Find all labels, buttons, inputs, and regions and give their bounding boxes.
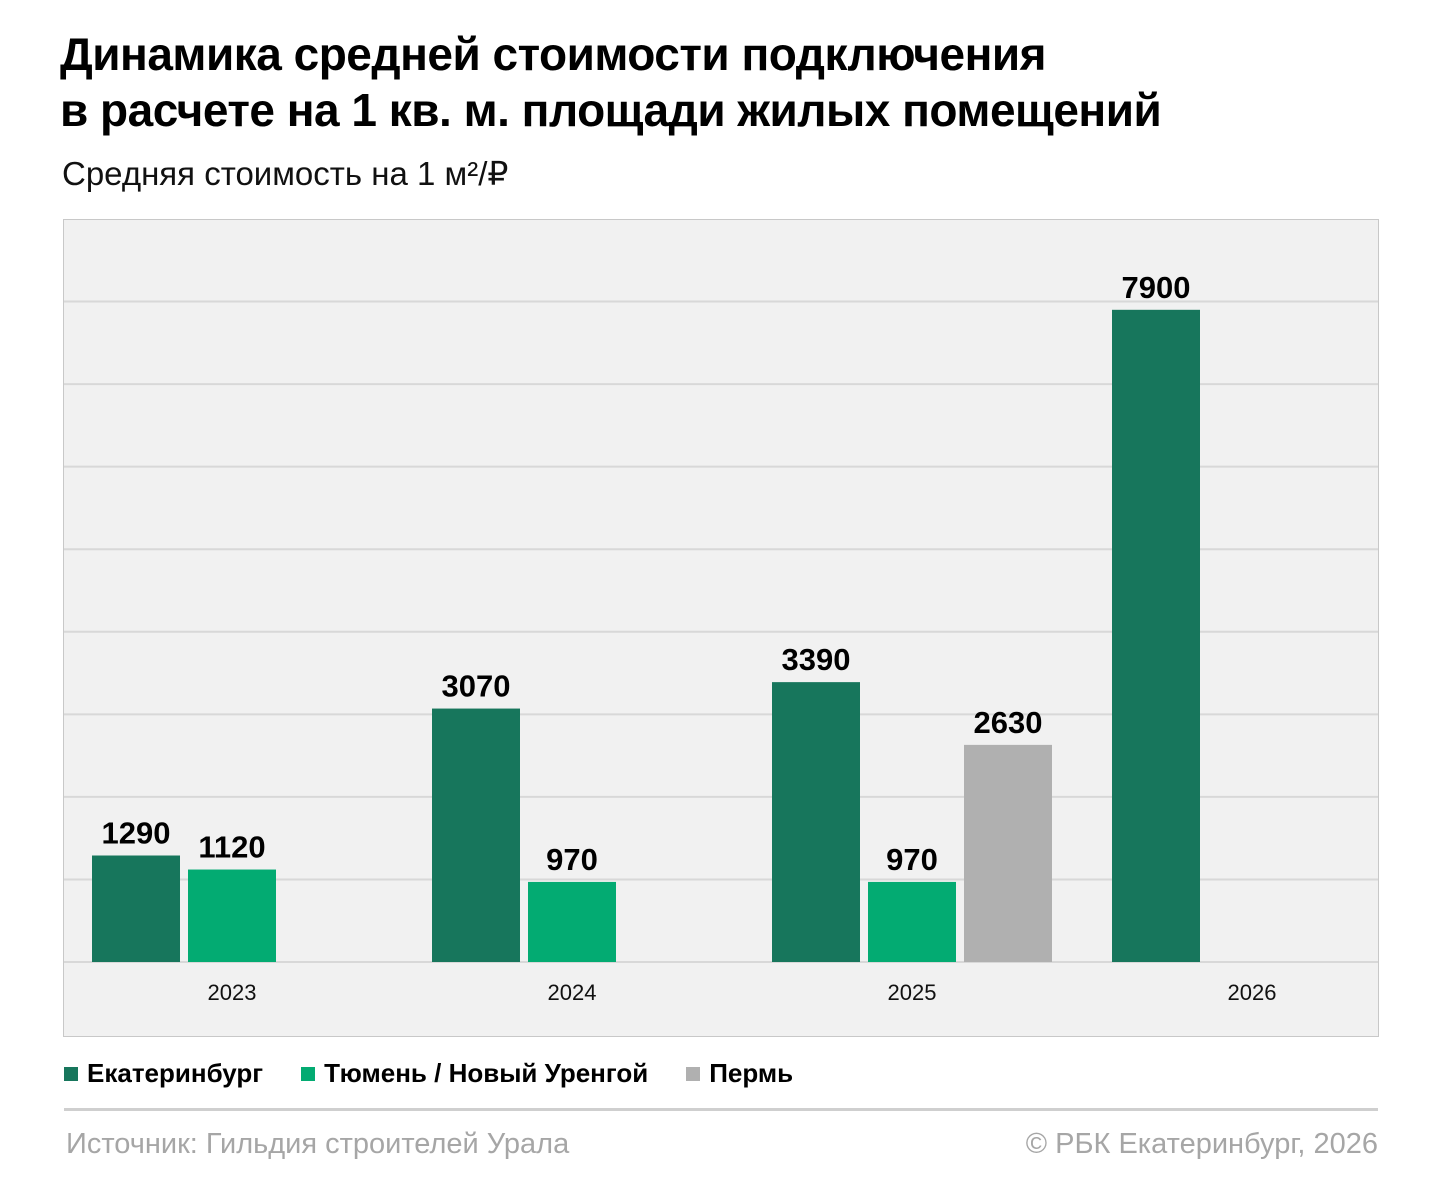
bar [528, 881, 616, 962]
x-tick-label: 2023 [208, 980, 257, 1005]
bar [868, 881, 956, 962]
chart-title: Динамика средней стоимости подключения в… [60, 26, 1400, 138]
data-label: 1290 [102, 816, 171, 851]
title-line-1: Динамика средней стоимости подключения [60, 28, 1046, 80]
data-label: 2630 [974, 705, 1043, 740]
bar [1112, 309, 1200, 962]
legend-item-tyumen: Тюмень / Новый Уренгой [301, 1058, 648, 1089]
bar [92, 855, 180, 962]
copyright-text: © РБК Екатеринбург, 2026 [1025, 1128, 1378, 1160]
legend-label: Тюмень / Новый Уренгой [324, 1058, 649, 1088]
bar [772, 682, 860, 962]
legend-swatch [301, 1066, 316, 1081]
legend-label: Екатеринбург [87, 1058, 264, 1088]
data-label: 3070 [442, 669, 511, 704]
data-label: 1120 [198, 830, 265, 865]
legend-swatch [686, 1066, 701, 1081]
legend-swatch [64, 1066, 78, 1081]
x-tick-label: 2024 [548, 980, 597, 1005]
legend-item-perm: Пермь [686, 1058, 793, 1089]
title-line-2: в расчете на 1 кв. м. площади жилых поме… [60, 84, 1162, 136]
data-label: 7900 [1122, 270, 1191, 305]
bar [432, 708, 520, 962]
x-tick-label: 2026 [1228, 980, 1277, 1005]
bar [964, 744, 1052, 962]
legend: Екатеринбург Тюмень / Новый Уренгой Перм… [64, 1058, 793, 1089]
bar [188, 869, 276, 962]
x-tick-label: 2025 [888, 980, 937, 1005]
data-label: 970 [886, 842, 938, 877]
source-text: Источник: Гильдия строителей Урала [66, 1128, 570, 1160]
legend-label: Пермь [709, 1058, 794, 1088]
chart-subtitle: Средняя стоимость на 1 м²/₽ [62, 155, 509, 192]
data-label: 970 [546, 842, 598, 877]
plot-area: 2023 1290 1120 2024 3070 970 2025 3390 970 2630 20… [63, 219, 1379, 1037]
footer-divider [64, 1108, 1378, 1111]
legend-item-ekaterinburg: Екатеринбург [64, 1058, 263, 1089]
data-label: 3390 [782, 642, 851, 677]
